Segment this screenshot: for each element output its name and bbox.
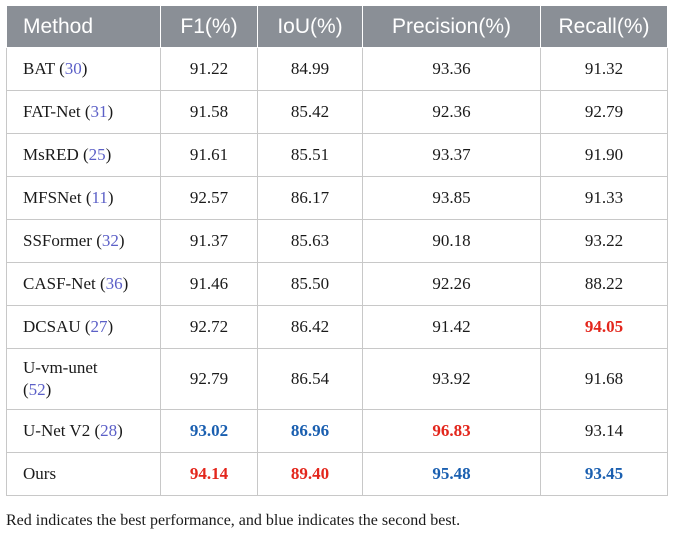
f1-cell: 92.72 xyxy=(160,305,258,349)
method-name: CASF-Net xyxy=(23,274,96,293)
recall-cell: 92.79 xyxy=(540,90,668,134)
iou-cell: 86.96 xyxy=(257,409,363,453)
results-table: Method F1(%) IoU(%) Precision(%) Recall(… xyxy=(6,5,668,496)
iou-cell: 89.40 xyxy=(257,452,363,496)
method-cell: U-vm-unet (52) xyxy=(6,348,161,410)
header-precision: Precision(%) xyxy=(362,5,541,48)
reference-link[interactable]: 31 xyxy=(90,102,108,121)
method-name: U-vm-unet xyxy=(23,358,98,377)
method-name: SSFormer xyxy=(23,231,92,250)
precision-cell: 93.92 xyxy=(362,348,541,410)
table-row: SSFormer (32) 91.37 85.63 90.18 93.22 xyxy=(6,219,668,263)
precision-cell: 96.83 xyxy=(362,409,541,453)
f1-cell: 91.46 xyxy=(160,262,258,306)
method-name: DCSAU xyxy=(23,317,81,336)
header-f1: F1(%) xyxy=(160,5,258,48)
recall-cell: 91.32 xyxy=(540,47,668,91)
reference-link[interactable]: 32 xyxy=(101,231,119,250)
reference-link[interactable]: 36 xyxy=(105,274,123,293)
f1-cell: 91.58 xyxy=(160,90,258,134)
header-iou: IoU(%) xyxy=(257,5,363,48)
method-cell: Ours xyxy=(6,452,161,496)
reference-link[interactable]: 27 xyxy=(90,317,108,336)
table-row: U-Net V2 (28) 93.02 86.96 96.83 93.14 xyxy=(6,409,668,453)
recall-cell: 91.33 xyxy=(540,176,668,220)
iou-cell: 86.54 xyxy=(257,348,363,410)
method-cell: FAT-Net (31) xyxy=(6,90,161,134)
reference-link[interactable]: 11 xyxy=(91,188,108,207)
precision-cell: 90.18 xyxy=(362,219,541,263)
table-row: DCSAU (27) 92.72 86.42 91.42 94.05 xyxy=(6,305,668,349)
table-row: Ours 94.14 89.40 95.48 93.45 xyxy=(6,452,668,496)
table-row: FAT-Net (31) 91.58 85.42 92.36 92.79 xyxy=(6,90,668,134)
f1-cell: 92.57 xyxy=(160,176,258,220)
header-method: Method xyxy=(6,5,161,48)
reference-link[interactable]: 30 xyxy=(64,59,82,78)
table-row: MsRED (25) 91.61 85.51 93.37 91.90 xyxy=(6,133,668,177)
reference-link[interactable]: 52 xyxy=(28,380,46,399)
table-header-row: Method F1(%) IoU(%) Precision(%) Recall(… xyxy=(6,5,668,48)
method-cell: MFSNet (11) xyxy=(6,176,161,220)
precision-cell: 95.48 xyxy=(362,452,541,496)
recall-cell: 93.45 xyxy=(540,452,668,496)
method-cell: CASF-Net (36) xyxy=(6,262,161,306)
f1-cell: 91.22 xyxy=(160,47,258,91)
table-row: U-vm-unet (52) 92.79 86.54 93.92 91.68 xyxy=(6,348,668,410)
recall-cell: 91.68 xyxy=(540,348,668,410)
iou-cell: 84.99 xyxy=(257,47,363,91)
f1-cell: 91.37 xyxy=(160,219,258,263)
f1-cell: 92.79 xyxy=(160,348,258,410)
iou-cell: 85.50 xyxy=(257,262,363,306)
iou-cell: 86.42 xyxy=(257,305,363,349)
method-cell: MsRED (25) xyxy=(6,133,161,177)
table-footnote: Red indicates the best performance, and … xyxy=(6,512,461,529)
reference-link[interactable]: 28 xyxy=(100,421,118,440)
precision-cell: 93.85 xyxy=(362,176,541,220)
precision-cell: 91.42 xyxy=(362,305,541,349)
recall-cell: 88.22 xyxy=(540,262,668,306)
iou-cell: 85.63 xyxy=(257,219,363,263)
precision-cell: 92.26 xyxy=(362,262,541,306)
f1-cell: 93.02 xyxy=(160,409,258,453)
f1-cell: 94.14 xyxy=(160,452,258,496)
method-cell: U-Net V2 (28) xyxy=(6,409,161,453)
method-name: FAT-Net xyxy=(23,102,81,121)
f1-cell: 91.61 xyxy=(160,133,258,177)
recall-cell: 93.22 xyxy=(540,219,668,263)
header-recall: Recall(%) xyxy=(540,5,668,48)
method-name: Ours xyxy=(23,464,57,483)
recall-cell: 91.90 xyxy=(540,133,668,177)
method-cell: BAT (30) xyxy=(6,47,161,91)
iou-cell: 85.42 xyxy=(257,90,363,134)
recall-cell: 94.05 xyxy=(540,305,668,349)
precision-cell: 92.36 xyxy=(362,90,541,134)
precision-cell: 93.37 xyxy=(362,133,541,177)
recall-cell: 93.14 xyxy=(540,409,668,453)
iou-cell: 86.17 xyxy=(257,176,363,220)
reference-link[interactable]: 25 xyxy=(88,145,106,164)
method-name: MFSNet xyxy=(23,188,82,207)
table-row: CASF-Net (36) 91.46 85.50 92.26 88.22 xyxy=(6,262,668,306)
method-name: U-Net V2 xyxy=(23,421,91,440)
method-cell: DCSAU (27) xyxy=(6,305,161,349)
precision-cell: 93.36 xyxy=(362,47,541,91)
iou-cell: 85.51 xyxy=(257,133,363,177)
table-row: BAT (30) 91.22 84.99 93.36 91.32 xyxy=(6,47,668,91)
method-name: MsRED xyxy=(23,145,79,164)
method-name: BAT xyxy=(23,59,55,78)
method-cell: SSFormer (32) xyxy=(6,219,161,263)
table-row: MFSNet (11) 92.57 86.17 93.85 91.33 xyxy=(6,176,668,220)
